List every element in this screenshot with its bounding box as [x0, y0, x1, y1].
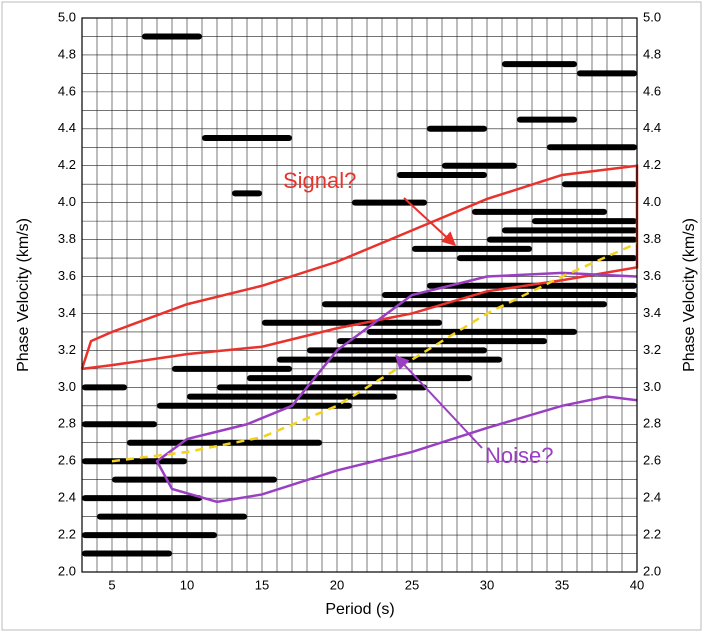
- x-tick-label: 35: [555, 577, 569, 592]
- x-axis-label: Period (s): [325, 601, 394, 618]
- streak: [82, 421, 157, 428]
- streak: [217, 384, 427, 391]
- y-tick-label-right: 4.2: [643, 157, 661, 172]
- streak: [262, 319, 442, 326]
- y-tick-label-right: 2.2: [643, 527, 661, 542]
- region-curve: [111, 242, 638, 463]
- x-tick-label: 25: [405, 577, 419, 592]
- plot-border: [81, 17, 638, 573]
- streak: [82, 384, 127, 391]
- streak: [97, 513, 247, 520]
- signal-arrow: [403, 197, 457, 246]
- y-tick-label: 2.0: [58, 563, 76, 578]
- x-tick-label: 30: [480, 577, 494, 592]
- streak: [202, 135, 292, 142]
- y-tick-label-right: 3.2: [643, 342, 661, 357]
- y-tick-label: 3.4: [58, 305, 76, 320]
- streak: [382, 292, 637, 298]
- y-tick-label-right: 3.0: [643, 379, 661, 394]
- streak: [487, 236, 637, 243]
- region-curve: [155, 271, 638, 504]
- x-tick-label: 15: [255, 577, 269, 592]
- y-tick-label: 2.2: [58, 527, 76, 542]
- y-tick-label: 4.4: [58, 120, 76, 135]
- streak: [232, 190, 262, 197]
- noise-arrow: [395, 354, 483, 449]
- streak: [352, 199, 427, 206]
- streak: [397, 171, 487, 178]
- y-tick-label: 2.4: [58, 490, 76, 505]
- streak: [142, 33, 202, 40]
- y-tick-label-right: 5.0: [643, 9, 661, 24]
- y-axis-label: Phase Velocity (km/s): [15, 218, 32, 372]
- streak: [82, 550, 172, 557]
- y-tick-label-right: 4.4: [643, 120, 661, 135]
- streak: [157, 402, 352, 409]
- streak: [412, 245, 532, 252]
- x-tick-label: 10: [180, 577, 194, 592]
- streak: [457, 255, 637, 262]
- y-tick-label-right: 4.0: [643, 194, 661, 209]
- x-tick-label: 40: [630, 577, 644, 592]
- y-tick-label: 3.6: [58, 268, 76, 283]
- y-tick-label-right: 4.6: [643, 83, 661, 98]
- streak: [472, 208, 607, 215]
- streak: [112, 476, 277, 483]
- y-tick-label: 5.0: [58, 9, 76, 24]
- streak: [307, 347, 487, 354]
- y-tick-label-right: 3.4: [643, 305, 661, 320]
- streak: [502, 227, 637, 234]
- x-tick-label: 5: [108, 577, 115, 592]
- streak: [517, 116, 577, 123]
- streak: [442, 162, 517, 169]
- y-tick-label-right: 2.6: [643, 453, 661, 468]
- streak: [127, 439, 322, 446]
- y-tick-label: 2.6: [58, 453, 76, 468]
- y-tick-label: 4.2: [58, 157, 76, 172]
- streak: [547, 144, 637, 151]
- y-tick-label: 3.0: [58, 379, 76, 394]
- y-tick-label: 4.8: [58, 46, 76, 61]
- streak: [532, 218, 637, 225]
- streak: [172, 365, 292, 372]
- streak: [502, 61, 577, 68]
- y-tick-label: 4.0: [58, 194, 76, 209]
- streak: [82, 532, 217, 539]
- y-tick-label: 2.8: [58, 416, 76, 431]
- streak: [277, 356, 502, 363]
- streak: [187, 393, 397, 400]
- y-tick-label-right: 2.4: [643, 490, 661, 505]
- y-tick-label-right: 2.0: [643, 563, 661, 578]
- streak: [322, 301, 607, 308]
- noise-annotation: Noise?: [485, 443, 553, 468]
- y-tick-label: 3.8: [58, 231, 76, 246]
- y-tick-label-right: 2.8: [643, 416, 661, 431]
- streak: [247, 375, 472, 382]
- y-tick-label-right: 3.6: [643, 268, 661, 283]
- streak: [82, 458, 187, 465]
- streak: [577, 70, 637, 77]
- signal-annotation: Signal?: [283, 168, 356, 193]
- y-axis-label-right: Phase Velocity (km/s): [681, 218, 698, 372]
- x-tick-label: 20: [330, 577, 344, 592]
- streak: [367, 328, 577, 335]
- streak: [427, 125, 487, 132]
- streak: [82, 495, 202, 502]
- y-tick-label: 3.2: [58, 342, 76, 357]
- streak: [562, 181, 637, 188]
- y-tick-label-right: 4.8: [643, 46, 661, 61]
- y-tick-label: 4.6: [58, 83, 76, 98]
- y-tick-label-right: 3.8: [643, 231, 661, 246]
